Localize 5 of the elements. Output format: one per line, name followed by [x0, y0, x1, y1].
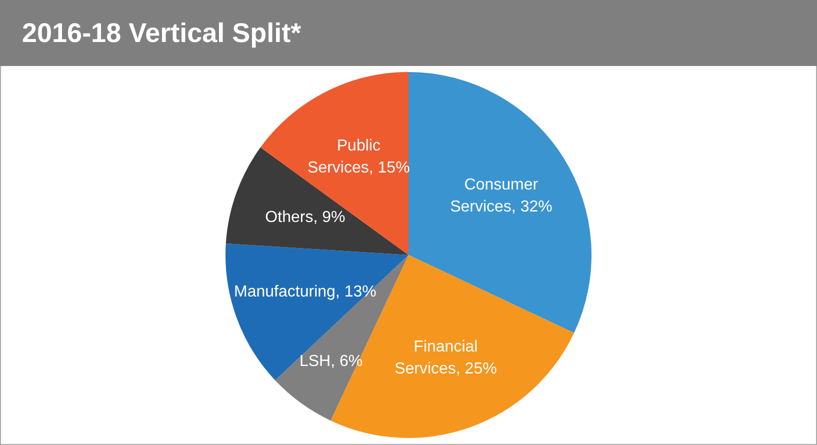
chart-title: 2016-18 Vertical Split*	[0, 0, 817, 66]
slice-label: Financial Services, 25%	[394, 338, 497, 378]
slice-label: Manufacturing, 13%	[234, 284, 376, 301]
slice-label: Consumer Services, 32%	[450, 176, 552, 216]
slice-label: Others, 9%	[265, 209, 346, 226]
